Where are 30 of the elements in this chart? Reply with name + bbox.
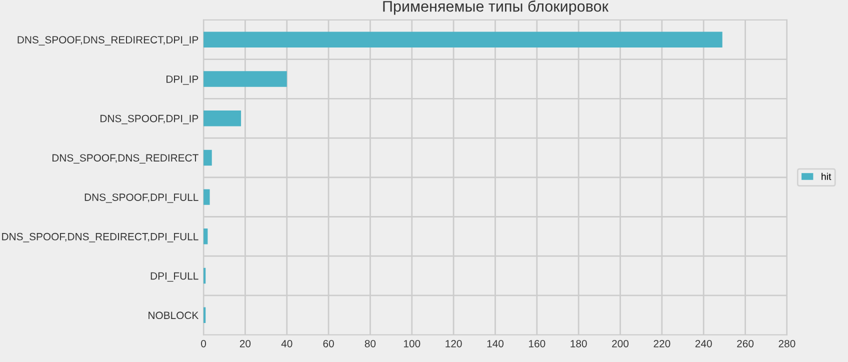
x-tick-label: 240 — [695, 340, 712, 348]
x-tick-label: 40 — [281, 340, 292, 348]
x-tick-label: 120 — [446, 340, 462, 348]
x-tick-label: 180 — [570, 340, 587, 348]
x-tick-label: 100 — [404, 340, 420, 348]
y-tick-label: DNS_SPOOF,DNS_REDIRECT,DPI_IP — [18, 36, 198, 46]
y-tick-label: DPI_FULL — [150, 272, 198, 282]
bar — [204, 71, 287, 87]
x-tick-label: 220 — [654, 340, 670, 348]
bar — [204, 32, 722, 48]
bar — [204, 110, 242, 126]
bar — [204, 150, 212, 166]
x-tick-label: 160 — [529, 340, 546, 348]
y-tick-label: DNS_SPOOF,DNS_REDIRECT,DPI_FULL — [2, 232, 198, 242]
y-tick-label: DPI_IP — [166, 76, 198, 85]
x-tick-label: 20 — [240, 340, 251, 348]
x-tick-label: 260 — [737, 340, 754, 348]
x-tick-label: 200 — [612, 340, 629, 348]
bar — [204, 189, 210, 205]
y-tick-label: DNS_SPOOF,DNS_REDIRECT — [52, 154, 198, 164]
x-tick-label: 60 — [323, 340, 334, 348]
y-tick-label: DNS_SPOOF,DPI_FULL — [84, 194, 198, 203]
x-tick-label: 0 — [201, 340, 206, 348]
x-tick-label: 140 — [487, 340, 504, 348]
x-tick-label: 280 — [778, 340, 796, 348]
legend-label: hit — [822, 172, 832, 180]
x-tick-label: 80 — [364, 340, 376, 348]
y-tick-label: NOBLOCK — [148, 312, 199, 320]
y-tick-label: DNS_SPOOF,DPI_IP — [100, 114, 198, 124]
chart-title: Применяемые типы блокировок — [383, 0, 609, 15]
